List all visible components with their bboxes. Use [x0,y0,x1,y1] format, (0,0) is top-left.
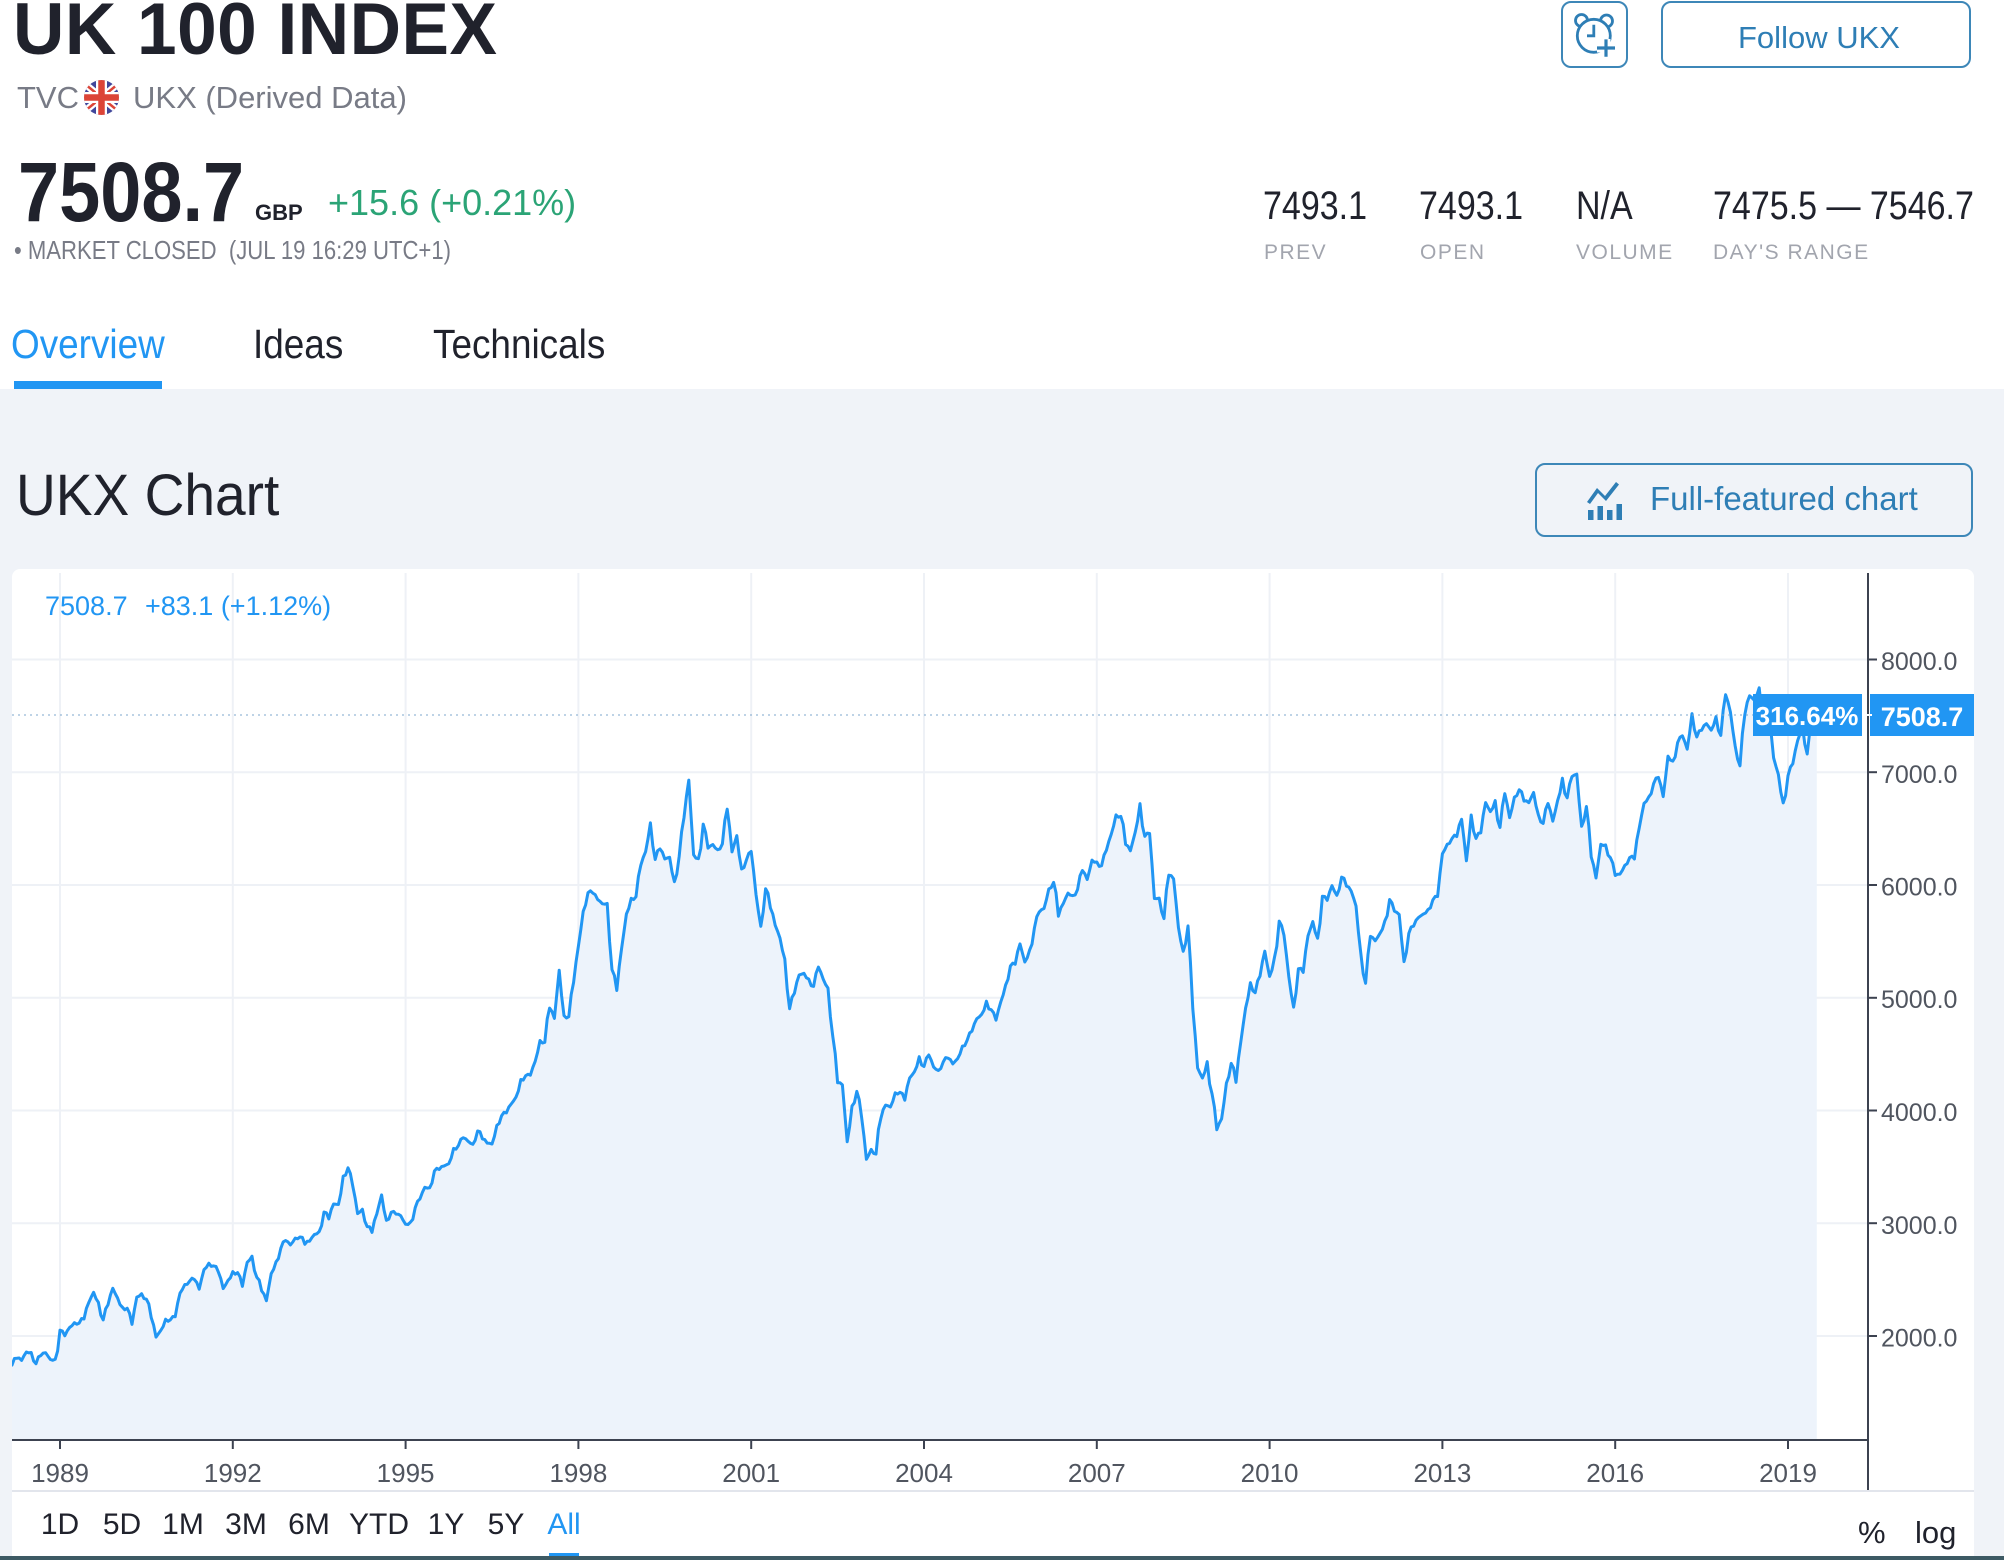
svg-text:1995: 1995 [377,1458,435,1488]
svg-text:3000.0: 3000.0 [1881,1212,1957,1240]
svg-text:7508.7: 7508.7 [45,591,128,621]
svg-text:1989: 1989 [31,1458,89,1488]
svg-text:2010: 2010 [1241,1458,1299,1488]
svg-text:6000.0: 6000.0 [1881,874,1957,902]
svg-text:8000.0: 8000.0 [1881,648,1957,676]
svg-text:7508.7: 7508.7 [1881,702,1964,732]
svg-text:316.64%: 316.64% [1756,701,1859,731]
svg-text:2000.0: 2000.0 [1881,1325,1957,1353]
svg-text:1992: 1992 [204,1458,262,1488]
svg-text:4000.0: 4000.0 [1881,1099,1957,1127]
svg-text:2004: 2004 [895,1458,953,1488]
svg-text:2016: 2016 [1586,1458,1644,1488]
svg-text:2019: 2019 [1759,1458,1817,1488]
svg-text:7000.0: 7000.0 [1881,761,1957,789]
svg-text:2007: 2007 [1068,1458,1126,1488]
svg-text:2001: 2001 [722,1458,780,1488]
svg-text:1998: 1998 [549,1458,607,1488]
svg-text:2013: 2013 [1413,1458,1471,1488]
svg-text:+83.1 (+1.12%): +83.1 (+1.12%) [145,591,331,621]
svg-text:5000.0: 5000.0 [1881,986,1957,1014]
